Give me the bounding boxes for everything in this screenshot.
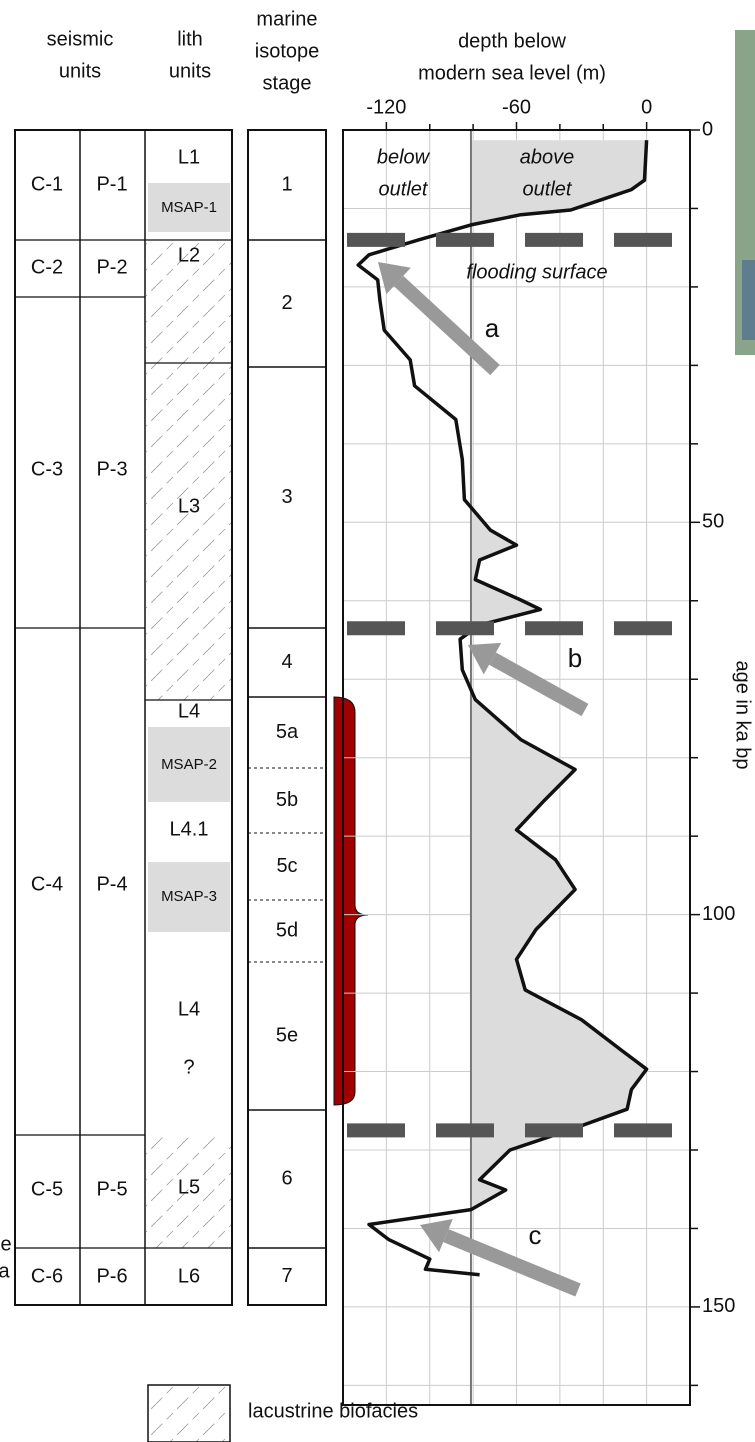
- isotope-stage: 6: [281, 1167, 292, 1189]
- lith-unit: L5: [178, 1176, 200, 1198]
- x-axis-label: depth below: [458, 30, 566, 52]
- column-header: units: [59, 60, 101, 82]
- isotope-stage: 4: [281, 651, 292, 673]
- y-tick-label: 150: [702, 1295, 735, 1317]
- isotope-stage: 5b: [276, 789, 298, 811]
- bracket: [334, 697, 368, 1105]
- seismic-unit: C-3: [31, 458, 63, 480]
- annotation: above: [520, 146, 575, 168]
- legend-label: lacustrine biofacies: [248, 1400, 418, 1422]
- isotope-stage: 2: [281, 292, 292, 314]
- plot: depth below modern sea level (m) -120 -60 0 0…: [343, 30, 754, 1405]
- y-tick-label: 50: [702, 511, 724, 533]
- x-tick-label: -120: [366, 96, 406, 118]
- lith-unit: L4.1: [170, 818, 209, 840]
- annotation: outlet: [379, 178, 429, 200]
- fragment: a: [0, 1260, 10, 1282]
- legend-swatch: [148, 1385, 230, 1442]
- isotope-stage: 5d: [276, 919, 298, 941]
- x-tick-label: 0: [641, 96, 652, 118]
- figure: seismic units lith units marine isotope stage C…: [0, 0, 755, 1442]
- isotope-stage: 5e: [276, 1024, 298, 1046]
- lith-unit: ?: [183, 1056, 194, 1078]
- lith-unit: MSAP-2: [161, 756, 217, 773]
- y-axis-label: age in ka bp: [732, 661, 754, 770]
- column-header: units: [169, 60, 211, 82]
- annotation: below: [377, 146, 431, 168]
- annotation: flooding surface: [466, 261, 607, 283]
- map-fragment: [742, 260, 755, 340]
- isotope-stage: 5a: [276, 721, 299, 743]
- seismic-unit: C-5: [31, 1178, 63, 1200]
- seismic-unit: C-4: [31, 873, 63, 895]
- arrow-shaft: [446, 1236, 578, 1290]
- isotope-stage: 3: [281, 486, 292, 508]
- seismic-unit: C-6: [31, 1265, 63, 1287]
- isotope-stage: 5c: [276, 855, 297, 877]
- column-header: stage: [263, 72, 312, 94]
- p-unit: P-6: [96, 1265, 127, 1287]
- p-unit: P-5: [96, 1178, 127, 1200]
- lith-unit: MSAP-3: [161, 888, 217, 905]
- arrow-label: c: [529, 1220, 542, 1250]
- column-header: isotope: [255, 40, 320, 62]
- y-tick-label: 100: [702, 903, 735, 925]
- annotation: outlet: [523, 178, 573, 200]
- x-tick-label: -60: [502, 96, 531, 118]
- p-unit: P-2: [96, 256, 127, 278]
- lith-unit: L4: [178, 700, 200, 722]
- arrow-label: b: [568, 643, 582, 673]
- p-unit: P-1: [96, 173, 127, 195]
- y-tick-label: 0: [702, 118, 713, 140]
- lith-unit: L3: [178, 495, 200, 517]
- column-header: seismic: [47, 28, 114, 50]
- hatch-band: [146, 363, 231, 700]
- arrow-label: a: [485, 313, 500, 343]
- column-header: lith: [177, 28, 203, 50]
- lith-unit: L1: [178, 146, 200, 168]
- fragment: e: [0, 1233, 11, 1255]
- lith-unit: MSAP-1: [161, 199, 217, 216]
- arrow-shaft: [399, 281, 495, 370]
- isotope-stage: 7: [281, 1265, 292, 1287]
- seismic-unit: C-2: [31, 256, 63, 278]
- seismic-unit: C-1: [31, 173, 63, 195]
- lith-unit: L4: [178, 998, 200, 1020]
- p-unit: P-4: [96, 873, 127, 895]
- column-header: marine: [256, 8, 317, 30]
- isotope-stage: 1: [281, 173, 292, 195]
- p-unit: P-3: [96, 458, 127, 480]
- lith-unit: L2: [178, 244, 200, 266]
- columns: seismic units lith units marine isotope stage C…: [15, 8, 368, 1305]
- x-axis-label: modern sea level (m): [418, 62, 606, 84]
- lith-unit: L6: [178, 1265, 200, 1287]
